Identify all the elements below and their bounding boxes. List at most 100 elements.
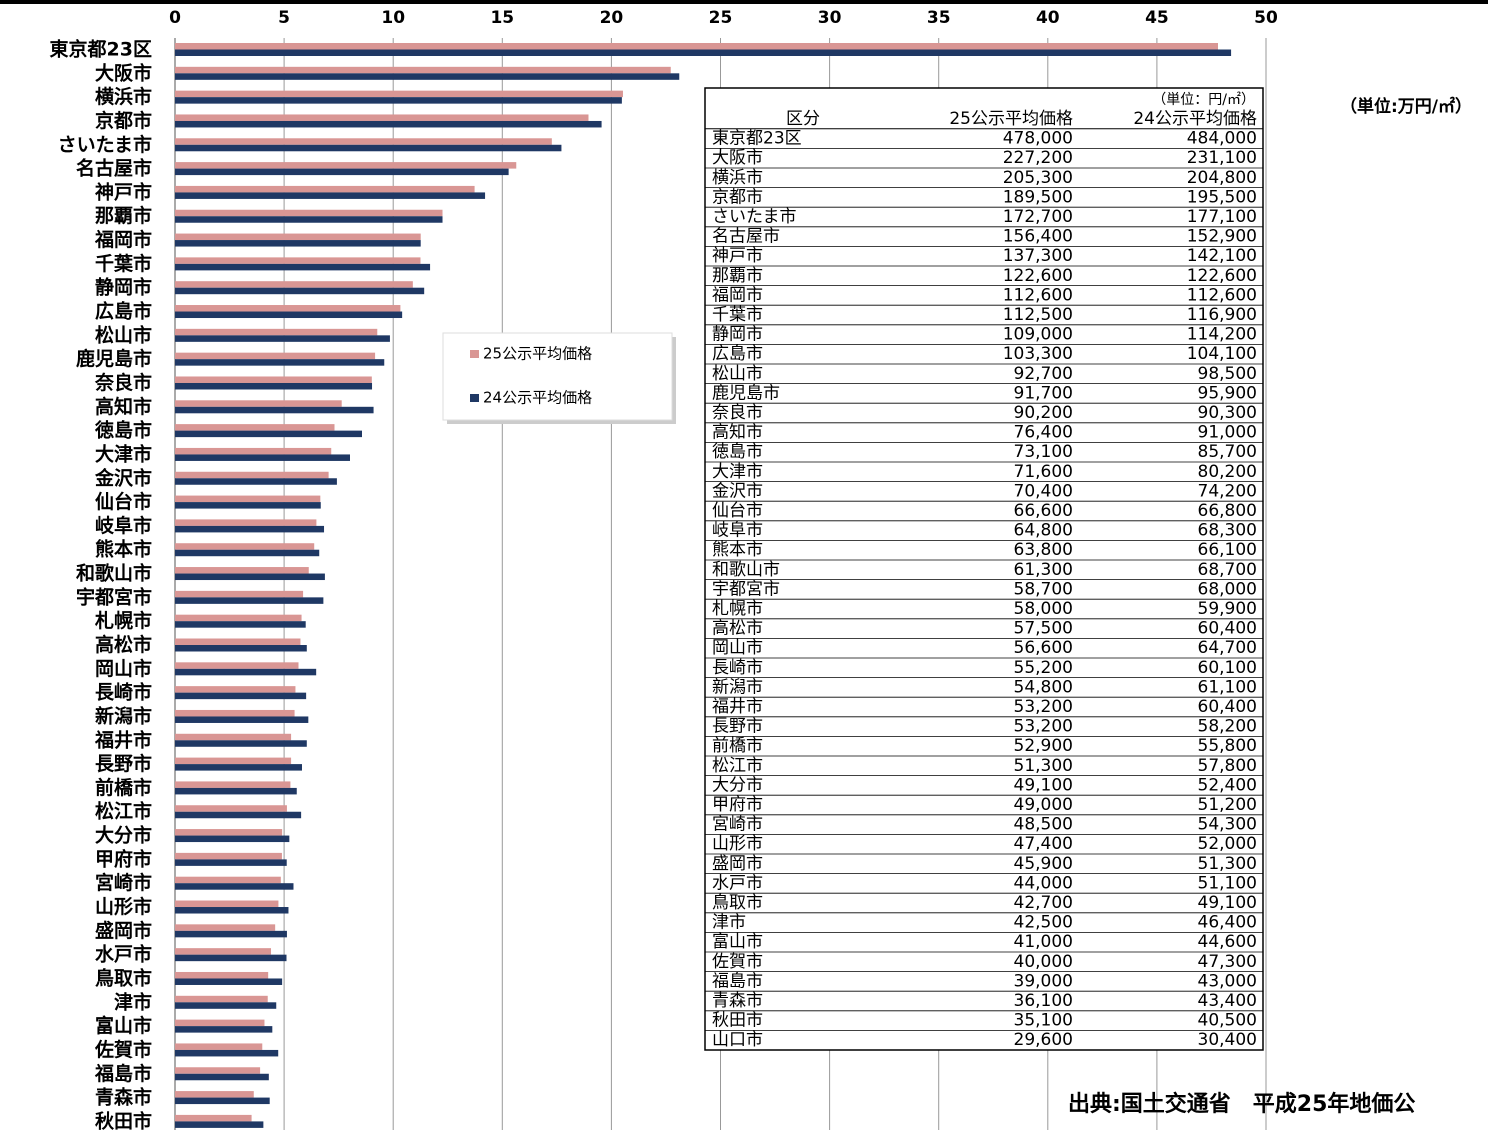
table-cell: 52,000 xyxy=(1198,834,1257,854)
table-cell: 73,100 xyxy=(1014,442,1073,462)
y-tick-label: 岡山市 xyxy=(95,657,152,680)
x-tick-label: 5 xyxy=(278,8,290,28)
table-cell: さいたま市 xyxy=(712,207,797,227)
bar xyxy=(175,549,320,557)
bar xyxy=(175,1091,254,1098)
bar xyxy=(175,185,475,193)
y-tick-label: 奈良市 xyxy=(94,371,152,394)
table-cell: 52,900 xyxy=(1014,736,1073,756)
table-cell: 仙台市 xyxy=(712,501,763,521)
table-cell: 29,600 xyxy=(1014,1030,1073,1050)
table-cell: 盛岡市 xyxy=(712,854,763,874)
y-tick-label: 金沢市 xyxy=(94,466,152,489)
bar xyxy=(175,662,299,669)
table-cell: 51,300 xyxy=(1014,756,1073,776)
table-cell: 金沢市 xyxy=(712,481,763,501)
table-cell: 福岡市 xyxy=(712,285,763,305)
bar xyxy=(175,948,272,955)
y-tick-label: 東京都23区 xyxy=(50,38,152,61)
table-cell: 30,400 xyxy=(1198,1030,1257,1050)
x-tick-label: 15 xyxy=(490,8,514,28)
legend-swatch xyxy=(470,394,479,402)
y-tick-label: 広島市 xyxy=(95,300,152,323)
table-cell: 44,600 xyxy=(1198,932,1257,952)
y-tick-label: 松江市 xyxy=(95,800,152,823)
table-cell: 71,600 xyxy=(1014,462,1073,482)
table-cell: 142,100 xyxy=(1187,246,1257,266)
unit-note: （単位:万円/㎡） xyxy=(1340,96,1472,117)
y-tick-label: 松山市 xyxy=(95,323,152,346)
bar xyxy=(175,1067,261,1074)
table-cell: 231,100 xyxy=(1187,148,1257,168)
y-tick-label: 徳島市 xyxy=(94,419,152,442)
table-cell: 54,800 xyxy=(1014,677,1073,697)
table-cell: 63,800 xyxy=(1014,540,1073,560)
y-tick-label: 名古屋市 xyxy=(76,157,152,180)
bar xyxy=(175,287,425,295)
bar xyxy=(175,168,509,176)
table-cell: 新潟市 xyxy=(712,677,763,697)
table-cell: 66,100 xyxy=(1198,540,1257,560)
table-cell: 甲府市 xyxy=(712,795,763,815)
y-tick-label: 水戸市 xyxy=(95,943,152,966)
table-cell: 44,000 xyxy=(1014,873,1073,893)
table-cell: 45,900 xyxy=(1014,854,1073,874)
table-cell: 478,000 xyxy=(1003,129,1073,149)
table-cell: 91,700 xyxy=(1014,383,1073,403)
table-cell: 39,000 xyxy=(1014,971,1073,991)
bar xyxy=(175,1002,277,1009)
bar xyxy=(175,447,332,455)
bar xyxy=(175,257,421,264)
bar xyxy=(175,709,295,717)
table-cell: 68,000 xyxy=(1198,579,1257,599)
bar xyxy=(175,430,362,438)
bar xyxy=(175,716,309,723)
table-cell: 徳島市 xyxy=(712,442,763,462)
table-cell: 484,000 xyxy=(1187,129,1257,149)
y-tick-label: 鳥取市 xyxy=(95,966,152,989)
y-tick-label: 熊本市 xyxy=(95,538,152,561)
bar xyxy=(175,478,337,485)
bar xyxy=(175,645,307,652)
bar xyxy=(175,233,421,241)
bar xyxy=(175,240,421,247)
bar xyxy=(175,144,562,152)
bar xyxy=(175,543,315,550)
table-cell: 122,600 xyxy=(1187,266,1257,286)
table-cell: 61,300 xyxy=(1014,560,1073,580)
table-unit: （単位：円/㎡） xyxy=(1152,92,1255,108)
table-cell: 長野市 xyxy=(712,717,763,737)
table-cell: 58,700 xyxy=(1014,579,1073,599)
y-tick-label: 横浜市 xyxy=(95,85,152,108)
table-cell: 98,500 xyxy=(1198,364,1257,384)
legend-box xyxy=(442,332,673,421)
bar xyxy=(175,924,276,931)
bar xyxy=(175,352,376,360)
y-tick-label: 宮崎市 xyxy=(95,871,152,894)
table-cell: 津市 xyxy=(712,913,746,933)
table-cell: 66,600 xyxy=(1014,501,1073,521)
table-cell: 90,300 xyxy=(1198,403,1257,423)
y-tick-label: 千葉市 xyxy=(95,252,152,275)
bar xyxy=(175,1019,265,1027)
table-cell: 宮崎市 xyxy=(712,815,763,835)
table-cell: 42,500 xyxy=(1014,913,1073,933)
bar xyxy=(175,757,292,765)
table-cell: 60,100 xyxy=(1198,658,1257,678)
table-header: 25公示平均価格 xyxy=(949,109,1073,129)
table-cell: 137,300 xyxy=(1003,246,1073,266)
table-cell: 172,700 xyxy=(1003,207,1073,227)
bar xyxy=(175,192,486,199)
table-cell: 和歌山市 xyxy=(712,560,780,580)
y-tick-label: 大分市 xyxy=(95,824,152,847)
table-cell: 広島市 xyxy=(712,344,763,364)
bar xyxy=(175,686,296,693)
table-cell: 那覇市 xyxy=(712,266,763,286)
table-cell: 札幌市 xyxy=(712,599,763,619)
bar xyxy=(175,138,552,145)
bar xyxy=(175,311,403,319)
table-cell: 85,700 xyxy=(1198,442,1257,462)
